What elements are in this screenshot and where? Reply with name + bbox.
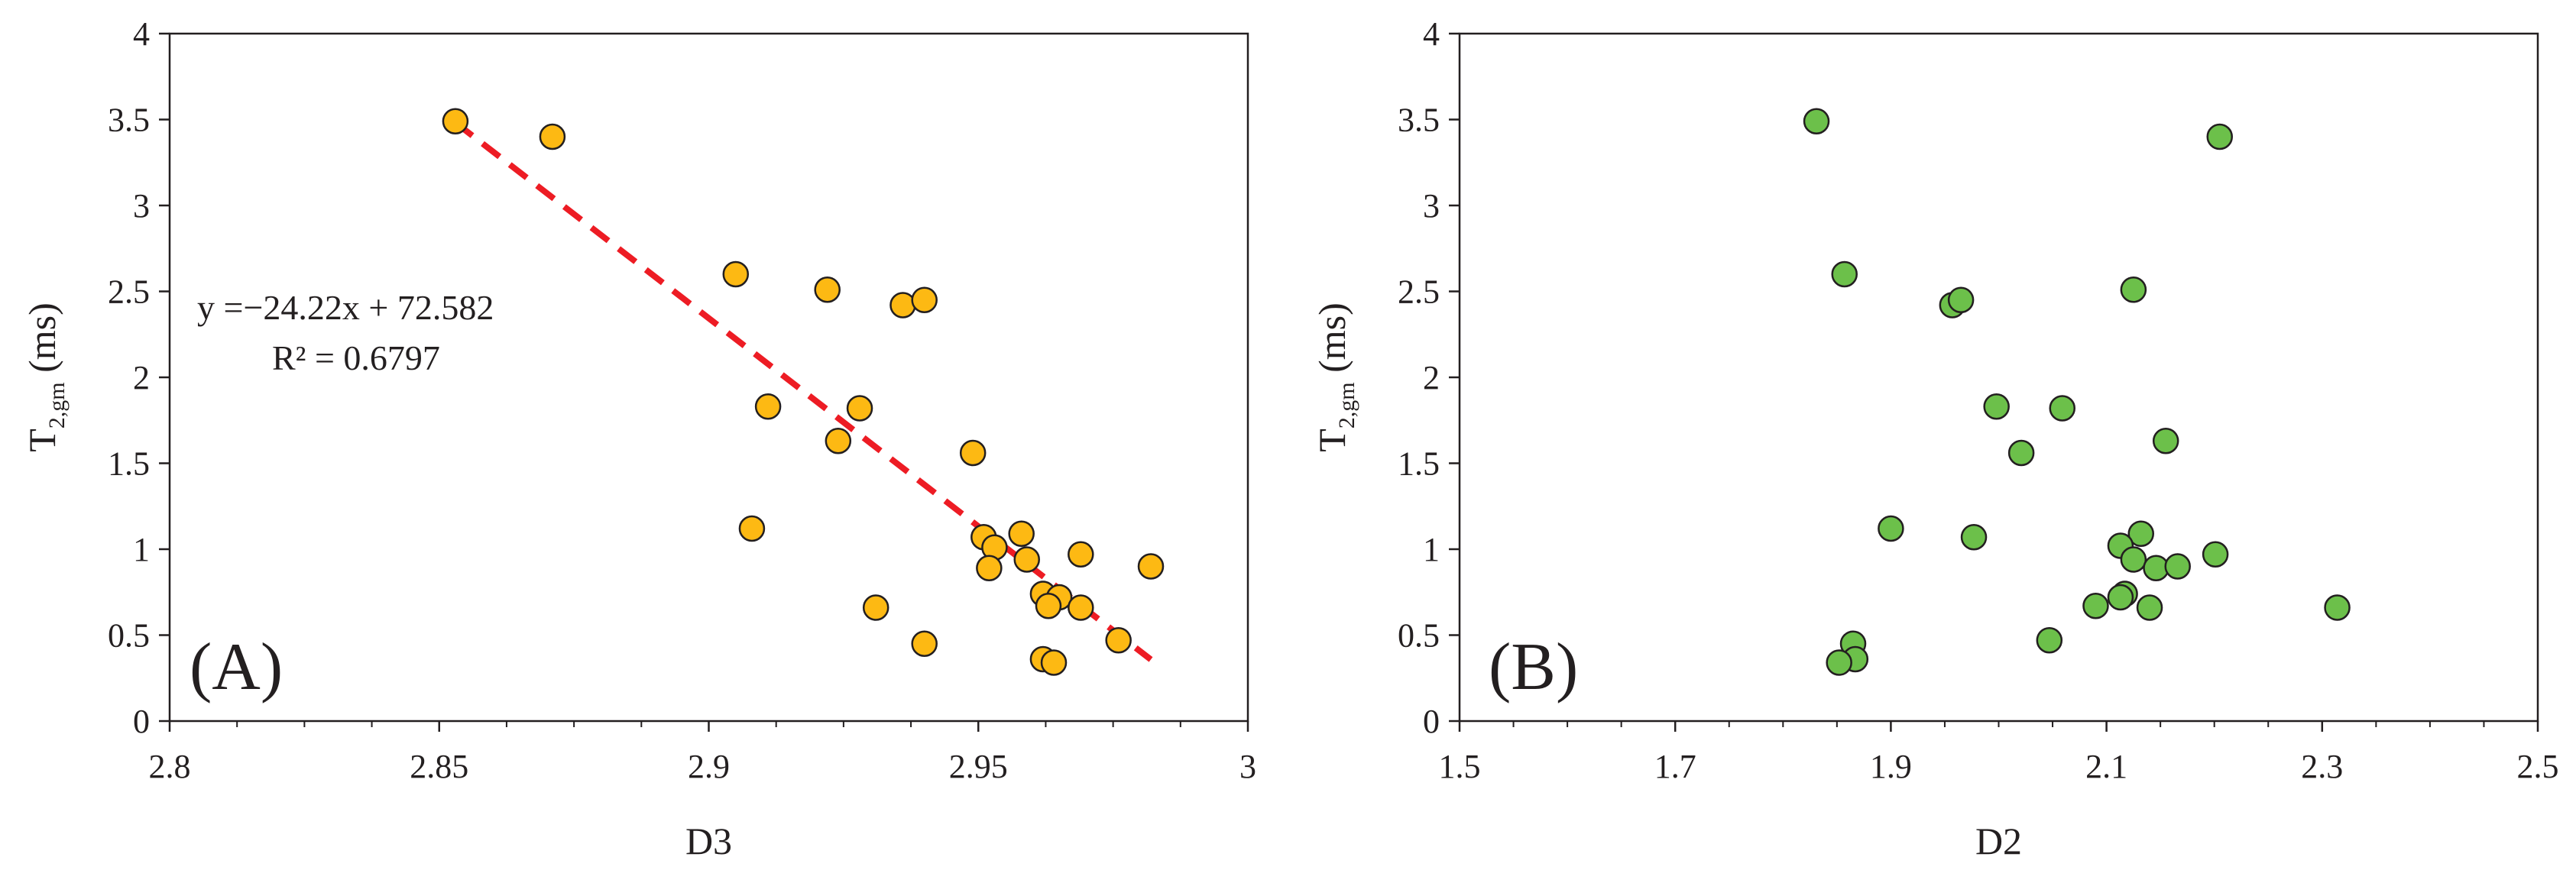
data-point	[2152, 428, 2179, 454]
x-tick-label: 2.5	[2517, 748, 2559, 785]
data-point	[959, 439, 987, 467]
panel-label-b: (B)	[1489, 630, 1578, 704]
data-point	[1803, 108, 1830, 134]
x-tick-label: 2.95	[949, 748, 1008, 785]
y-axis-title-unit: (ms)	[21, 302, 63, 382]
data-point	[2164, 553, 2191, 580]
y-axis-title: T2,gm (ms)	[1311, 302, 1359, 452]
data-point	[1013, 546, 1040, 573]
data-point	[2206, 123, 2234, 150]
y-tick-label: 3.5	[1398, 102, 1440, 139]
panel-b-scatter-chart: 1.5 1.7 1.9 2.1 2.3 2.5 0 0.5 1 1.5 2 2.5 3 3.5 4 D2 T2,…	[1311, 15, 2559, 862]
y-axis-title-unit: (ms)	[1311, 302, 1353, 382]
data-point	[2136, 594, 2163, 621]
trendline-r-squared: R² = 0.6797	[272, 338, 440, 377]
data-point	[911, 286, 938, 313]
y-axis-title: T2,gm (ms)	[21, 302, 70, 452]
y-tick-label: 2	[1423, 359, 1440, 396]
x-tick-label: 2.1	[2085, 748, 2127, 785]
data-point	[1831, 260, 1858, 288]
data-point	[2120, 546, 2147, 573]
data-point	[1040, 649, 1068, 676]
y-tick-label: 1.5	[1398, 445, 1440, 483]
x-tick-label: 1.7	[1654, 748, 1696, 785]
data-point	[814, 277, 841, 303]
y-tick-label: 4	[1423, 15, 1440, 53]
trendline-equation: y =−24.22x + 72.582	[197, 288, 494, 327]
data-point	[2049, 395, 2075, 422]
y-axis-title-main: T	[1311, 429, 1353, 452]
data-point	[976, 555, 1003, 581]
data-point	[738, 515, 766, 542]
y-tick-label: 1.5	[108, 445, 150, 483]
y-tick-label: 3.5	[108, 102, 150, 139]
y-axis-title-subscript: 2,gm	[44, 382, 70, 429]
y-tick-label: 2.5	[108, 273, 150, 311]
data-point	[1035, 593, 1062, 619]
data-point	[1137, 553, 1165, 580]
y-tick-label: 0	[1423, 703, 1440, 740]
data-point	[2202, 541, 2229, 568]
x-tick-label: 2.9	[688, 748, 730, 785]
data-point	[846, 395, 873, 422]
plot-area-frame	[1458, 32, 2539, 723]
data-point	[2324, 594, 2351, 621]
data-point	[1960, 524, 1988, 551]
y-tick-label: 4	[133, 15, 150, 53]
y-axis-title-main: T	[21, 429, 63, 452]
data-point	[2036, 627, 2063, 654]
data-point	[2082, 593, 2109, 619]
y-tick-label: 3	[1423, 187, 1440, 225]
data-point	[2127, 520, 2155, 547]
x-tick-label: 3	[1239, 748, 1256, 785]
data-point	[1947, 286, 1975, 313]
data-point	[1068, 594, 1094, 621]
y-tick-label: 3	[133, 187, 150, 225]
y-tick-label: 1	[1423, 531, 1440, 568]
y-tick-label: 0.5	[108, 617, 150, 655]
data-point	[1826, 649, 1852, 676]
data-point	[1878, 515, 1904, 542]
data-point	[722, 260, 750, 288]
y-tick-label: 2.5	[1398, 273, 1440, 311]
panel-label-a: (A)	[190, 630, 283, 704]
y-tick-label: 0.5	[1398, 617, 1440, 655]
data-point	[442, 108, 469, 134]
x-axis-title: D3	[685, 820, 732, 862]
trendline	[453, 120, 1153, 662]
data-point	[1983, 393, 2010, 420]
data-point	[1068, 541, 1094, 568]
x-tick-label: 2.8	[149, 748, 191, 785]
y-tick-label: 1	[133, 531, 150, 568]
x-tick-label: 2.85	[410, 748, 468, 785]
y-tick-label: 0	[133, 703, 150, 740]
data-point	[1105, 627, 1132, 654]
x-tick-label: 1.5	[1439, 748, 1481, 785]
data-point	[2120, 277, 2147, 303]
y-axis-title-subscript: 2,gm	[1334, 382, 1359, 429]
data-point	[1008, 520, 1035, 547]
data-point	[2107, 584, 2134, 611]
x-tick-label: 2.3	[2301, 748, 2343, 785]
data-point	[862, 594, 889, 621]
y-tick-label: 2	[133, 359, 150, 396]
data-point	[539, 123, 566, 150]
x-tick-label: 1.9	[1870, 748, 1912, 785]
data-point	[889, 292, 916, 319]
data-point	[754, 393, 782, 420]
data-point	[825, 428, 852, 454]
panel-a-scatter-chart: 2.8 2.85 2.9 2.95 3 0 0.5 1 1.5 2 2.5 3 3.5 4 D3 T2,gm …	[21, 15, 1256, 862]
data-point	[2007, 439, 2035, 467]
x-axis-title: D2	[1975, 820, 2022, 862]
data-point	[911, 630, 938, 657]
